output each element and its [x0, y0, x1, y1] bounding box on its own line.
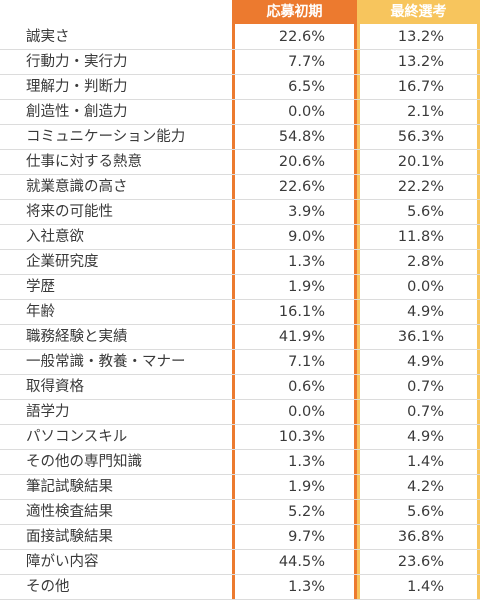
table-row: 仕事に対する熱意 20.6% 20.1%	[0, 150, 480, 175]
row-label: 障がい内容	[26, 554, 99, 570]
initial-value: 0.0%	[288, 104, 325, 120]
row-label: 仕事に対する熱意	[26, 154, 142, 170]
initial-value: 6.5%	[288, 79, 325, 95]
final-value: 56.3%	[397, 129, 444, 145]
row-label: 理解力・判断力	[26, 79, 128, 95]
row-label: 将来の可能性	[26, 204, 113, 220]
final-value: 4.9%	[407, 429, 444, 445]
header-initial: 応募初期	[232, 0, 357, 24]
table-row: 職務経験と実績 41.9% 36.1%	[0, 325, 480, 350]
initial-value: 9.0%	[288, 229, 325, 245]
row-label: パソコンスキル	[26, 429, 128, 445]
final-value: 4.2%	[407, 479, 444, 495]
final-value: 5.6%	[407, 204, 444, 220]
row-label: 企業研究度	[26, 254, 99, 270]
final-value: 0.0%	[407, 279, 444, 295]
final-value: 1.4%	[407, 579, 444, 595]
table-row: 創造性・創造力 0.0% 2.1%	[0, 100, 480, 125]
table-row: パソコンスキル 10.3% 4.9%	[0, 425, 480, 450]
initial-value: 16.1%	[278, 304, 325, 320]
initial-value: 1.9%	[288, 479, 325, 495]
table-row: 誠実さ 22.6% 13.2%	[0, 25, 480, 50]
table-row: 将来の可能性 3.9% 5.6%	[0, 200, 480, 225]
final-value: 0.7%	[407, 404, 444, 420]
final-value: 2.8%	[407, 254, 444, 270]
row-label: 年齢	[26, 304, 55, 320]
initial-value: 44.5%	[278, 554, 325, 570]
table-row: その他の専門知識 1.3% 1.4%	[0, 450, 480, 475]
table-row: 適性検査結果 5.2% 5.6%	[0, 500, 480, 525]
initial-value: 22.6%	[278, 179, 325, 195]
row-label: 取得資格	[26, 379, 84, 395]
initial-value: 9.7%	[288, 529, 325, 545]
initial-value: 1.3%	[288, 579, 325, 595]
initial-value: 41.9%	[278, 329, 325, 345]
row-label: 創造性・創造力	[26, 104, 128, 120]
row-label: 学歴	[26, 279, 55, 295]
table-row: 学歴 1.9% 0.0%	[0, 275, 480, 300]
final-value: 22.2%	[397, 179, 444, 195]
row-label: 行動力・実行力	[26, 54, 128, 70]
final-value: 4.9%	[407, 354, 444, 370]
initial-value: 22.6%	[278, 29, 325, 45]
table-row: 面接試験結果 9.7% 36.8%	[0, 525, 480, 550]
header-final: 最終選考	[357, 0, 480, 24]
table-row: その他 1.3% 1.4%	[0, 575, 480, 600]
initial-value: 3.9%	[288, 204, 325, 220]
final-value: 20.1%	[397, 154, 444, 170]
table-row: 理解力・判断力 6.5% 16.7%	[0, 75, 480, 100]
initial-value: 10.3%	[278, 429, 325, 445]
final-value: 13.2%	[397, 54, 444, 70]
initial-value: 0.0%	[288, 404, 325, 420]
row-label: コミュニケーション能力	[26, 129, 186, 145]
final-value: 0.7%	[407, 379, 444, 395]
final-value: 1.4%	[407, 454, 444, 470]
initial-value: 54.8%	[278, 129, 325, 145]
final-value: 23.6%	[397, 554, 444, 570]
row-label: 誠実さ	[26, 29, 70, 45]
initial-value: 20.6%	[278, 154, 325, 170]
table-row: 企業研究度 1.3% 2.8%	[0, 250, 480, 275]
initial-value: 1.9%	[288, 279, 325, 295]
initial-value: 1.3%	[288, 254, 325, 270]
table-row: 取得資格 0.6% 0.7%	[0, 375, 480, 400]
row-label: 一般常識・教養・マナー	[26, 354, 186, 370]
final-value: 13.2%	[397, 29, 444, 45]
table-row: 語学力 0.0% 0.7%	[0, 400, 480, 425]
row-label: 面接試験結果	[26, 529, 113, 545]
initial-value: 1.3%	[288, 454, 325, 470]
row-label: その他	[26, 579, 70, 595]
initial-value: 7.7%	[288, 54, 325, 70]
table-row: 入社意欲 9.0% 11.8%	[0, 225, 480, 250]
row-label: 適性検査結果	[26, 504, 113, 520]
table-row: コミュニケーション能力 54.8% 56.3%	[0, 125, 480, 150]
final-value: 4.9%	[407, 304, 444, 320]
final-value: 2.1%	[407, 104, 444, 120]
table-row: 筆記試験結果 1.9% 4.2%	[0, 475, 480, 500]
initial-value: 5.2%	[288, 504, 325, 520]
table-row: 障がい内容 44.5% 23.6%	[0, 550, 480, 575]
final-value: 16.7%	[397, 79, 444, 95]
initial-column-frame	[232, 0, 357, 600]
row-label: 語学力	[26, 404, 70, 420]
final-column-frame	[357, 0, 480, 600]
row-label: 入社意欲	[26, 229, 84, 245]
table-row: 年齢 16.1% 4.9%	[0, 300, 480, 325]
final-value: 36.1%	[397, 329, 444, 345]
table-row: 一般常識・教養・マナー 7.1% 4.9%	[0, 350, 480, 375]
initial-value: 0.6%	[288, 379, 325, 395]
row-label: 筆記試験結果	[26, 479, 113, 495]
row-label: 就業意識の高さ	[26, 179, 128, 195]
table-row: 行動力・実行力 7.7% 13.2%	[0, 50, 480, 75]
final-value: 5.6%	[407, 504, 444, 520]
row-label: その他の専門知識	[26, 454, 142, 470]
table-row: 就業意識の高さ 22.6% 22.2%	[0, 175, 480, 200]
initial-value: 7.1%	[288, 354, 325, 370]
final-value: 11.8%	[397, 229, 444, 245]
row-label: 職務経験と実績	[26, 329, 128, 345]
final-value: 36.8%	[397, 529, 444, 545]
